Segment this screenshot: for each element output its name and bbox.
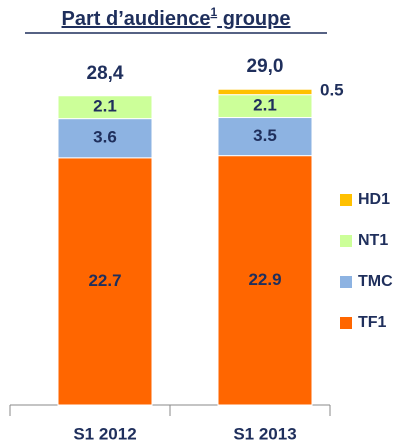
bar-segment [57, 157, 153, 406]
legend-swatch [340, 276, 352, 288]
title-end: groupe [217, 8, 290, 30]
bar-segment [217, 117, 313, 157]
legend-label: TMC [358, 273, 393, 290]
legend-swatch [340, 317, 352, 329]
total-label: 29,0 [247, 56, 284, 77]
title-main: Part d’audience [62, 8, 211, 30]
value-label: 22.7 [88, 271, 121, 290]
value-label: 3.5 [253, 126, 277, 145]
value-label: 2.1 [253, 96, 277, 115]
bar-segment [57, 95, 153, 120]
value-label: 3.6 [93, 128, 117, 147]
value-label: 22.9 [248, 270, 281, 289]
bar-segment [217, 155, 313, 406]
x-tick-label: S1 2013 [233, 424, 296, 443]
chart-title: Part d’audience1 groupe [62, 5, 291, 30]
bar-segment [217, 88, 313, 96]
legend-label: NT1 [358, 232, 388, 249]
legend-swatch [340, 235, 352, 247]
value-label: 0.5 [320, 81, 344, 100]
x-tick-label: S1 2012 [73, 424, 136, 443]
title-sup: 1 [210, 5, 217, 19]
legend-swatch [340, 194, 352, 206]
total-label: 28,4 [87, 63, 124, 84]
legend-label: TF1 [358, 314, 387, 331]
legend-label: HD1 [358, 191, 390, 208]
value-label: 2.1 [93, 97, 117, 116]
